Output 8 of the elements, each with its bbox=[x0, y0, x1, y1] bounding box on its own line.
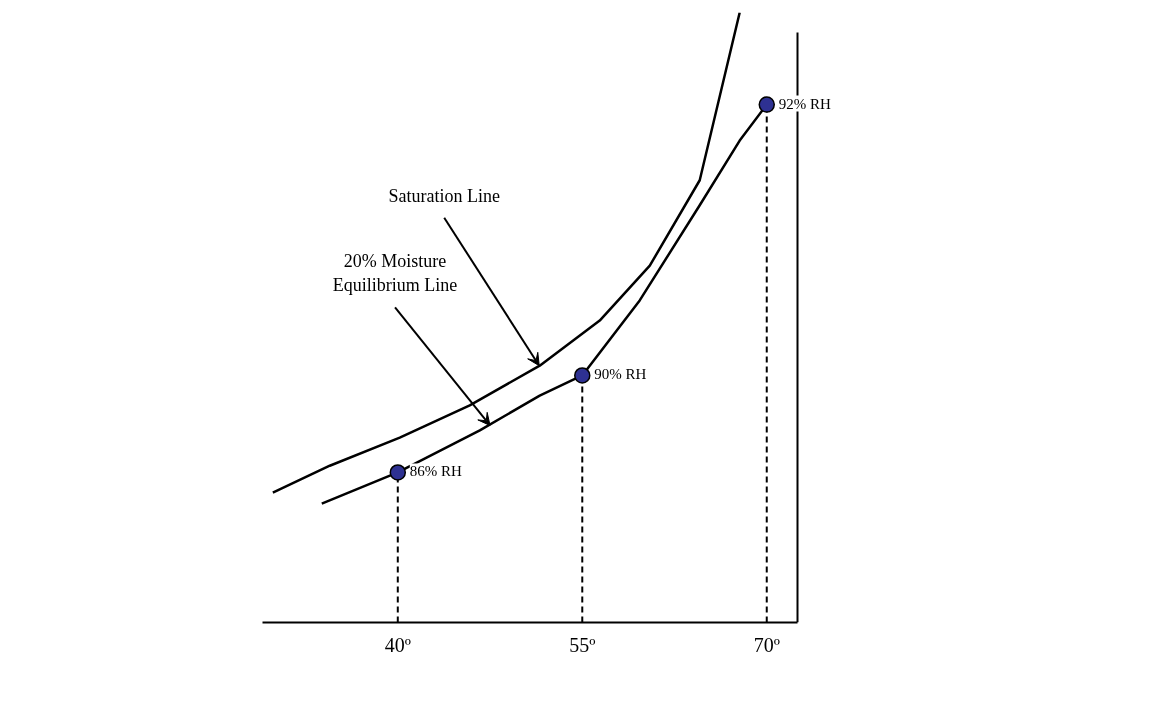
annotation: Saturation Line bbox=[388, 185, 500, 206]
x-tick-label: 70º bbox=[753, 633, 780, 656]
annotation: 20% Moisture Equilibrium Line bbox=[332, 251, 458, 296]
x-tick-label: 40º bbox=[384, 633, 411, 656]
annotation: 92% RH bbox=[778, 95, 831, 112]
annotation: 90% RH bbox=[594, 366, 647, 383]
annotation: 86% RH bbox=[409, 463, 463, 480]
x-tick-label: 55º bbox=[569, 633, 596, 656]
